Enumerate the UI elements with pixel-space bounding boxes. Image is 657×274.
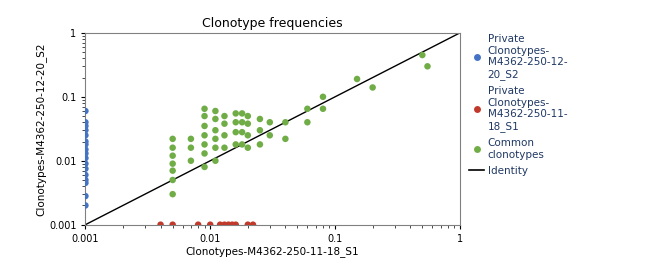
Point <box>242 114 253 118</box>
Point <box>80 133 91 138</box>
Point <box>168 169 178 173</box>
Point <box>231 120 241 124</box>
Point <box>199 133 210 138</box>
Point <box>227 222 237 227</box>
Point <box>80 203 91 208</box>
Point <box>186 159 196 163</box>
Point <box>231 142 241 147</box>
Point <box>210 109 221 113</box>
Point <box>242 145 253 150</box>
Point <box>155 222 166 227</box>
Point <box>199 114 210 118</box>
Point <box>80 194 91 198</box>
Point <box>80 128 91 132</box>
Point <box>186 137 196 141</box>
Point <box>210 128 221 132</box>
Point <box>168 178 178 182</box>
Point <box>265 120 275 124</box>
Point <box>80 161 91 166</box>
Point <box>168 145 178 150</box>
Point <box>199 165 210 169</box>
Point <box>219 145 230 150</box>
Point <box>80 147 91 152</box>
Point <box>80 181 91 185</box>
Point <box>231 130 241 134</box>
Point <box>80 178 91 182</box>
Point <box>168 222 178 227</box>
Point <box>210 145 221 150</box>
Point <box>318 107 328 111</box>
Point <box>242 121 253 126</box>
Point <box>280 120 290 124</box>
Point <box>219 133 230 138</box>
Point <box>193 222 204 227</box>
Point <box>199 142 210 147</box>
Point <box>168 161 178 166</box>
Point <box>237 111 248 116</box>
Legend: Private
Clonotypes-
M4362-250-12-
20_S2, Private
Clonotypes-
M4362-250-11-
18_S1: Private Clonotypes- M4362-250-12- 20_S2,… <box>469 34 567 176</box>
Point <box>280 137 290 141</box>
Point <box>237 130 248 134</box>
Point <box>223 222 234 227</box>
Point <box>199 151 210 156</box>
Point <box>210 117 221 121</box>
Point <box>80 124 91 128</box>
Point <box>80 151 91 156</box>
Point <box>302 120 313 124</box>
Point <box>231 222 241 227</box>
Point <box>219 222 230 227</box>
Point <box>255 128 265 132</box>
Y-axis label: Clonotypes-M4362-250-12-20_S2: Clonotypes-M4362-250-12-20_S2 <box>35 42 46 216</box>
Point <box>248 222 258 227</box>
Point <box>231 111 241 116</box>
Point <box>237 120 248 124</box>
Point <box>80 142 91 147</box>
Point <box>219 121 230 126</box>
Point <box>265 133 275 138</box>
Point <box>255 142 265 147</box>
Point <box>351 77 362 81</box>
Title: Clonotype frequencies: Clonotype frequencies <box>202 17 343 30</box>
Point <box>210 137 221 141</box>
Point <box>417 53 428 57</box>
Point <box>205 222 215 227</box>
Point <box>186 145 196 150</box>
Point <box>80 167 91 171</box>
Point <box>80 156 91 160</box>
Point <box>242 222 253 227</box>
Point <box>255 117 265 121</box>
Point <box>80 139 91 144</box>
Point <box>168 153 178 158</box>
Point <box>210 159 221 163</box>
Point <box>237 142 248 147</box>
Point <box>80 109 91 113</box>
Point <box>168 137 178 141</box>
Point <box>422 64 433 68</box>
Point <box>219 114 230 118</box>
Point <box>215 222 225 227</box>
Point <box>199 107 210 111</box>
Point <box>199 124 210 128</box>
Point <box>168 192 178 196</box>
Point <box>80 120 91 124</box>
Point <box>242 133 253 138</box>
Point <box>367 85 378 90</box>
Point <box>318 95 328 99</box>
X-axis label: Clonotypes-M4362-250-11-18_S1: Clonotypes-M4362-250-11-18_S1 <box>186 247 359 257</box>
Point <box>302 107 313 111</box>
Point <box>80 173 91 177</box>
